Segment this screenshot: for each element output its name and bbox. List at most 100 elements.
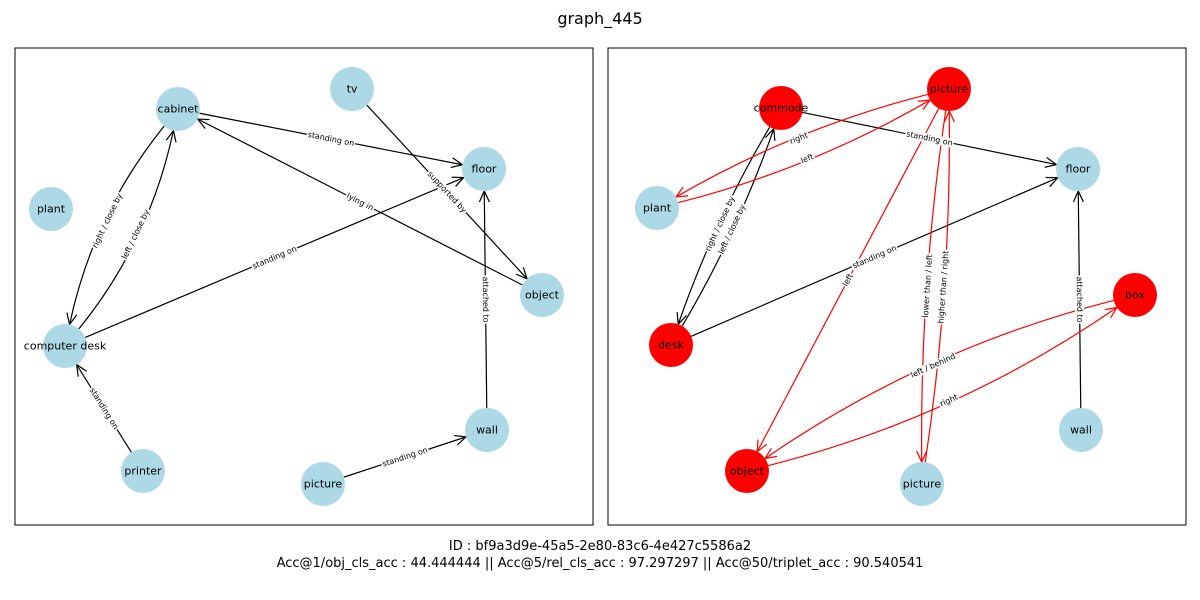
edge-label: left	[840, 271, 856, 289]
svg-text:standing on: standing on	[251, 244, 298, 271]
node-floor	[462, 147, 506, 191]
svg-text:attached to: attached to	[481, 276, 491, 322]
edge-computer_desk-to-cabinet	[78, 130, 175, 330]
node-label-tv: tv	[347, 83, 358, 96]
svg-text:left / behind: left / behind	[909, 351, 957, 379]
edge-label-background	[344, 190, 376, 214]
edge-label-background	[250, 243, 299, 272]
svg-text:standing on: standing on	[851, 243, 898, 270]
arrowhead-wall-to-floor	[478, 189, 490, 203]
node-layer: commode picture floor plant box desk wall objec…	[635, 67, 1157, 506]
node-label-printer: printer	[124, 465, 162, 478]
arrowhead-wall-to-floor	[1072, 189, 1084, 203]
edge-label-layer: standing on lying in supported by right / c…	[87, 129, 491, 469]
edge-label-background	[937, 392, 961, 409]
svg-text:right / close by: right / close by	[90, 192, 124, 250]
node-picture	[301, 462, 345, 506]
node-label-plant: plant	[643, 202, 672, 215]
svg-text:right: right	[788, 131, 809, 146]
edge-label: left / close by	[119, 206, 152, 262]
node-label-desk: desk	[658, 339, 684, 352]
node-label-object: object	[730, 465, 765, 478]
edge-layer	[66, 104, 529, 478]
node-desk	[649, 323, 693, 367]
edge-plant-to-picture_top	[678, 99, 931, 204]
svg-text:higher than / right: higher than / right	[936, 250, 950, 323]
arrowhead-picture_top-to-picture_bottom	[916, 450, 928, 464]
node-plant	[29, 187, 73, 231]
arrowhead-tv-to-object	[515, 267, 529, 280]
arrowhead-cabinet-to-floor	[450, 157, 464, 169]
node-label-computer_desk: computer desk	[24, 340, 107, 353]
arrowhead-picture_bottom-to-picture_top	[943, 109, 955, 123]
svg-text:lying in: lying in	[345, 191, 375, 212]
edge-label: right	[937, 392, 961, 409]
node-computer_desk	[43, 324, 87, 368]
edge-label-background	[798, 151, 816, 166]
arrowhead-object-to-cabinet	[196, 118, 210, 129]
edge-label: standing on	[305, 129, 357, 149]
edge-label: left	[798, 151, 816, 166]
node-label-floor: floor	[472, 163, 497, 176]
edge-label: standing on	[380, 445, 430, 469]
node-box	[1113, 273, 1157, 317]
edge-label: standing on	[904, 129, 955, 148]
node-label-box: box	[1125, 289, 1145, 302]
edge-label-background	[119, 206, 152, 262]
arrowhead-object-to-box	[1104, 306, 1119, 319]
edge-label-background	[920, 253, 935, 319]
node-label-picture_bottom: picture	[903, 478, 942, 491]
edge-label-background	[716, 201, 748, 257]
edge-label-background	[89, 190, 125, 251]
node-label-picture: picture	[304, 478, 343, 491]
edge-label: right	[787, 130, 811, 147]
node-printer	[121, 449, 165, 493]
node-plant	[635, 186, 679, 230]
edge-label-background	[480, 275, 491, 324]
edge-label-background	[425, 168, 470, 216]
svg-text:lower than / left: lower than / left	[921, 254, 934, 318]
node-label-wall: wall	[1070, 424, 1092, 437]
svg-text:standing on: standing on	[381, 445, 429, 468]
svg-text:right: right	[939, 392, 960, 408]
svg-text:supported by: supported by	[426, 169, 469, 214]
edge-label: attached to	[1074, 275, 1085, 324]
figure-title: graph_445	[557, 9, 643, 28]
node-label-plant: plant	[37, 203, 66, 216]
figure-footer: ID : bf9a3d9e-45a5-2e80-83c6-4e427c5586a…	[0, 538, 1200, 572]
node-label-wall: wall	[476, 424, 498, 437]
edge-label-background	[908, 351, 958, 381]
node-picture_bottom	[900, 462, 944, 506]
edge-label: lower than / left	[920, 253, 935, 319]
edge-label: higher than / right	[936, 249, 951, 325]
edge-label: left / behind	[908, 351, 958, 381]
node-tv	[330, 67, 374, 111]
edge-label: attached to	[480, 275, 491, 324]
arrowhead-computer_desk-to-floor	[451, 176, 466, 187]
svg-text:standing on: standing on	[88, 386, 121, 431]
node-object	[725, 449, 769, 493]
edge-label: right / close by	[89, 190, 125, 251]
svg-text:standing on: standing on	[905, 129, 953, 147]
arrowhead-computer_desk-to-cabinet	[165, 129, 177, 143]
edge-label-background	[840, 271, 856, 289]
svg-text:attached to: attached to	[1075, 276, 1085, 322]
node-label-commode: commode	[754, 102, 809, 115]
node-label-floor: floor	[1066, 163, 1091, 176]
edge-label-background	[380, 445, 430, 469]
node-picture_top	[927, 67, 971, 111]
node-label-object: object	[525, 289, 560, 302]
left-panel-frame	[14, 47, 594, 526]
arrowhead-cabinet-to-computer_desk	[66, 312, 78, 326]
edge-label: supported by	[425, 168, 470, 216]
edge-label-background	[1074, 275, 1085, 324]
node-object	[520, 273, 564, 317]
edge-layer	[674, 93, 1119, 467]
edge-label-background	[850, 243, 899, 271]
edge-label-background	[787, 130, 811, 147]
node-commode	[759, 86, 803, 130]
node-layer: cabinet tv floor plant object computer desk wa…	[24, 67, 564, 506]
svg-text:left / close by: left / close by	[120, 208, 151, 261]
metrics-text: Acc@1/obj_cls_acc : 44.444444 || Acc@5/r…	[276, 556, 924, 571]
